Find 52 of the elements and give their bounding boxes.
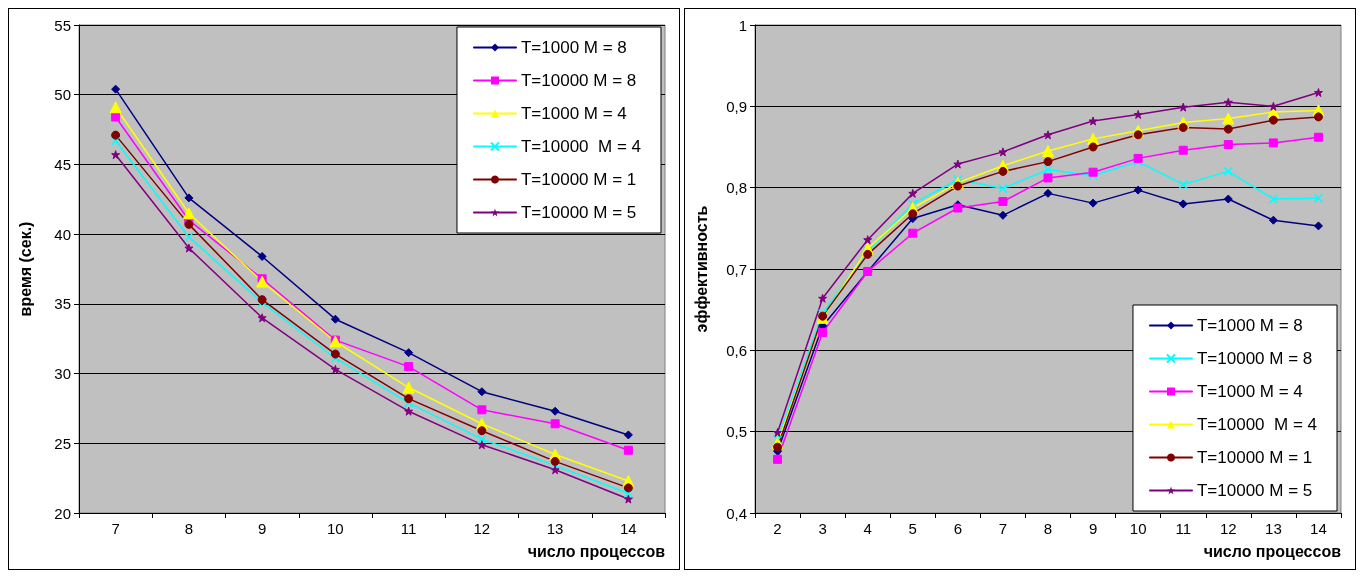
y-tick-label: 40 — [54, 225, 71, 243]
x-tick-label: 9 — [1088, 520, 1098, 537]
x-tick-label: 5 — [908, 520, 917, 537]
legend-label: T=1000 M = 8 — [1196, 316, 1303, 335]
x-tick-label: 14 — [1310, 520, 1327, 537]
y-axis-title: эффективность — [692, 205, 710, 333]
y-tick-label: 0,4 — [726, 504, 747, 522]
legend-label: T=10000 M = 5 — [520, 203, 637, 222]
legend-label: T=1000 M = 4 — [1196, 382, 1303, 401]
y-tick-label: 30 — [54, 365, 71, 383]
x-tick-label: 7 — [998, 520, 1008, 537]
x-tick-label: 7 — [111, 520, 120, 537]
legend-label: T=10000 M = 4 — [1196, 415, 1318, 434]
x-tick-label: 9 — [257, 520, 267, 537]
x-axis-title: число процессов — [1203, 542, 1342, 560]
x-tick-label: 13 — [546, 520, 564, 537]
legend-label: T=1000 M = 4 — [520, 104, 627, 123]
x-axis-title: число процессов — [527, 542, 666, 560]
x-tick-label: 8 — [1043, 520, 1053, 537]
x-tick-label: 8 — [184, 520, 194, 537]
y-tick-label: 20 — [54, 504, 71, 522]
x-tick-label: 3 — [818, 520, 827, 537]
y-tick-label: 55 — [54, 16, 71, 34]
x-tick-label: 12 — [473, 520, 491, 537]
y-tick-label: 0,5 — [726, 423, 747, 441]
y-tick-label: 1 — [738, 16, 747, 34]
x-tick-label: 10 — [327, 520, 344, 537]
x-tick-label: 10 — [1129, 520, 1147, 537]
legend-label: T=10000 M = 4 — [520, 137, 642, 156]
x-tick-label: 4 — [863, 520, 872, 537]
x-tick-label: 11 — [400, 520, 417, 537]
legend-label: T=10000 M = 8 — [1196, 349, 1313, 368]
x-tick-label: 13 — [1265, 520, 1282, 537]
y-tick-label: 0,7 — [726, 260, 747, 278]
y-axis-title: время (сек.) — [16, 221, 34, 317]
y-tick-label: 0,9 — [726, 97, 747, 115]
y-tick-label: 25 — [54, 434, 71, 452]
legend-label: T=1000 M = 8 — [520, 38, 627, 57]
y-tick-label: 0,6 — [726, 341, 747, 359]
legend-label: T=10000 M = 5 — [1196, 481, 1313, 500]
x-tick-label: 2 — [773, 520, 782, 537]
legend-label: T=10000 M = 8 — [520, 71, 637, 90]
y-tick-label: 50 — [54, 86, 71, 104]
y-tick-label: 45 — [54, 155, 71, 173]
y-tick-label: 0,8 — [726, 179, 747, 197]
x-tick-label: 14 — [620, 520, 637, 537]
x-tick-label: 11 — [1175, 520, 1192, 537]
legend-label: T=10000 M = 1 — [1196, 448, 1313, 467]
y-tick-label: 35 — [54, 295, 71, 313]
x-tick-label: 12 — [1219, 520, 1237, 537]
x-tick-label: 6 — [953, 520, 963, 537]
legend-label: T=10000 M = 1 — [520, 170, 637, 189]
